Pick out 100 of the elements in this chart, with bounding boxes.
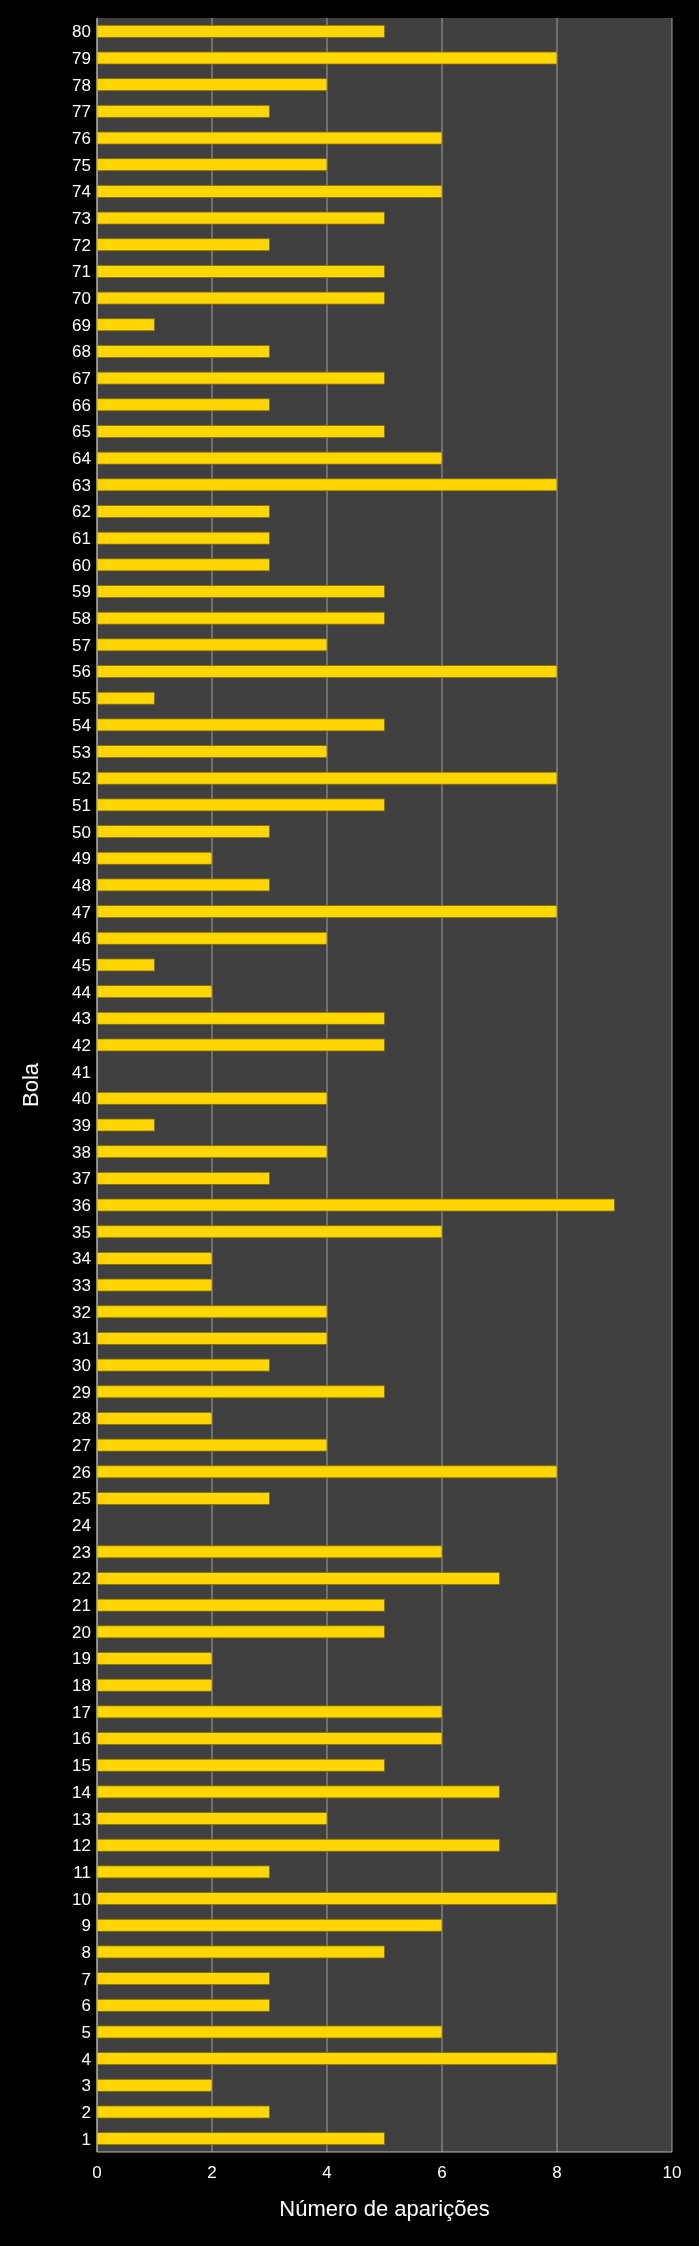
bar [96, 1038, 385, 1052]
y-tick-label: 57 [72, 635, 91, 655]
bar [96, 1545, 443, 1559]
bar [96, 2078, 213, 2092]
y-tick-label: 4 [81, 2049, 91, 2069]
bar [96, 1865, 270, 1879]
y-tick-label: 63 [72, 475, 91, 495]
bar [96, 505, 270, 518]
bar [96, 184, 443, 198]
y-tick-label: 41 [72, 1062, 91, 1082]
bar [96, 2105, 270, 2119]
y-tick-label: 11 [73, 1862, 91, 1882]
y-tick-label: 7 [81, 1969, 91, 1989]
bar [96, 1145, 328, 1159]
bar [96, 1705, 443, 1719]
y-tick-label: 25 [72, 1489, 91, 1509]
bar [96, 131, 443, 145]
bar [96, 2052, 558, 2066]
bar [96, 985, 213, 999]
y-tick-label: 9 [81, 1916, 91, 1936]
x-axis-title: Número de aparições [279, 2196, 490, 2221]
y-tick-label: 60 [72, 555, 91, 575]
bar [96, 1091, 328, 1105]
bar [96, 1492, 270, 1505]
bar [96, 425, 385, 438]
y-tick-label: 48 [72, 875, 91, 895]
bar [96, 1678, 213, 1692]
y-tick-label: 3 [81, 2076, 91, 2096]
bar [96, 1412, 213, 1425]
bar [96, 958, 155, 972]
bar [96, 771, 558, 785]
y-tick-label: 50 [72, 822, 91, 842]
y-tick-label: 32 [72, 1302, 91, 1322]
bar [96, 24, 385, 38]
x-tick-label: 6 [437, 2163, 447, 2182]
bar [96, 451, 443, 465]
bar [96, 291, 385, 305]
y-tick-label: 29 [72, 1382, 91, 1402]
bar [96, 1998, 270, 2012]
x-tick-label: 2 [207, 2163, 217, 2182]
bar [96, 1358, 270, 1372]
y-tick-label: 14 [72, 1782, 91, 1802]
bar [96, 1758, 385, 1772]
bar [96, 1812, 328, 1825]
y-tick-label: 6 [81, 1996, 91, 2016]
bar [96, 1785, 500, 1799]
y-tick-label: 76 [72, 128, 91, 148]
y-tick-label: 16 [72, 1729, 91, 1749]
y-tick-label: 8 [81, 1942, 91, 1962]
bar [96, 1332, 328, 1345]
y-tick-label: 77 [72, 102, 91, 122]
bar [96, 1171, 270, 1185]
bar [96, 1732, 443, 1745]
bar [96, 1198, 615, 1212]
bar [96, 371, 385, 385]
bar [96, 1972, 270, 1986]
bar [96, 1572, 500, 1585]
y-tick-label: 34 [72, 1249, 91, 1269]
y-tick-label: 61 [72, 529, 91, 549]
bar [96, 78, 328, 92]
y-tick-label: 23 [72, 1542, 91, 1562]
bar [96, 585, 385, 598]
y-tick-label: 53 [72, 742, 91, 762]
y-tick-label: 45 [72, 955, 91, 975]
bar [96, 718, 385, 732]
bar [96, 878, 270, 892]
y-tick-label: 79 [72, 48, 91, 68]
y-tick-label: 28 [72, 1409, 91, 1429]
y-tick-label: 19 [72, 1649, 91, 1669]
y-tick-label: 47 [72, 902, 91, 922]
bar [96, 1118, 155, 1132]
y-tick-label: 80 [72, 22, 91, 42]
bar [96, 1918, 443, 1932]
y-tick-label: 64 [72, 449, 91, 469]
x-tick-label: 10 [662, 2163, 682, 2182]
y-tick-label: 72 [72, 235, 91, 255]
y-tick-label: 65 [72, 422, 91, 442]
y-tick-label: 75 [72, 155, 91, 175]
y-tick-label: 40 [72, 1089, 91, 1109]
y-tick-label: 38 [72, 1142, 91, 1162]
x-tick-label: 0 [92, 2163, 102, 2182]
bar [96, 638, 328, 652]
y-tick-label: 59 [72, 582, 91, 602]
y-tick-label: 49 [72, 849, 91, 869]
y-tick-label: 44 [72, 982, 91, 1002]
y-tick-label: 26 [72, 1462, 91, 1482]
bar [96, 1251, 213, 1265]
bar [96, 1438, 328, 1452]
bar [96, 1892, 558, 1905]
y-tick-label: 30 [72, 1356, 91, 1376]
y-tick-label: 58 [72, 609, 91, 629]
y-tick-label: 37 [72, 1169, 91, 1189]
y-tick-label: 36 [72, 1195, 91, 1215]
bar [96, 1011, 385, 1025]
bar [96, 1652, 213, 1665]
y-tick-label: 27 [72, 1436, 91, 1456]
y-tick-label: 20 [72, 1622, 91, 1642]
y-tick-label: 5 [81, 2022, 91, 2042]
y-tick-label: 73 [72, 209, 91, 229]
bar [96, 51, 558, 65]
